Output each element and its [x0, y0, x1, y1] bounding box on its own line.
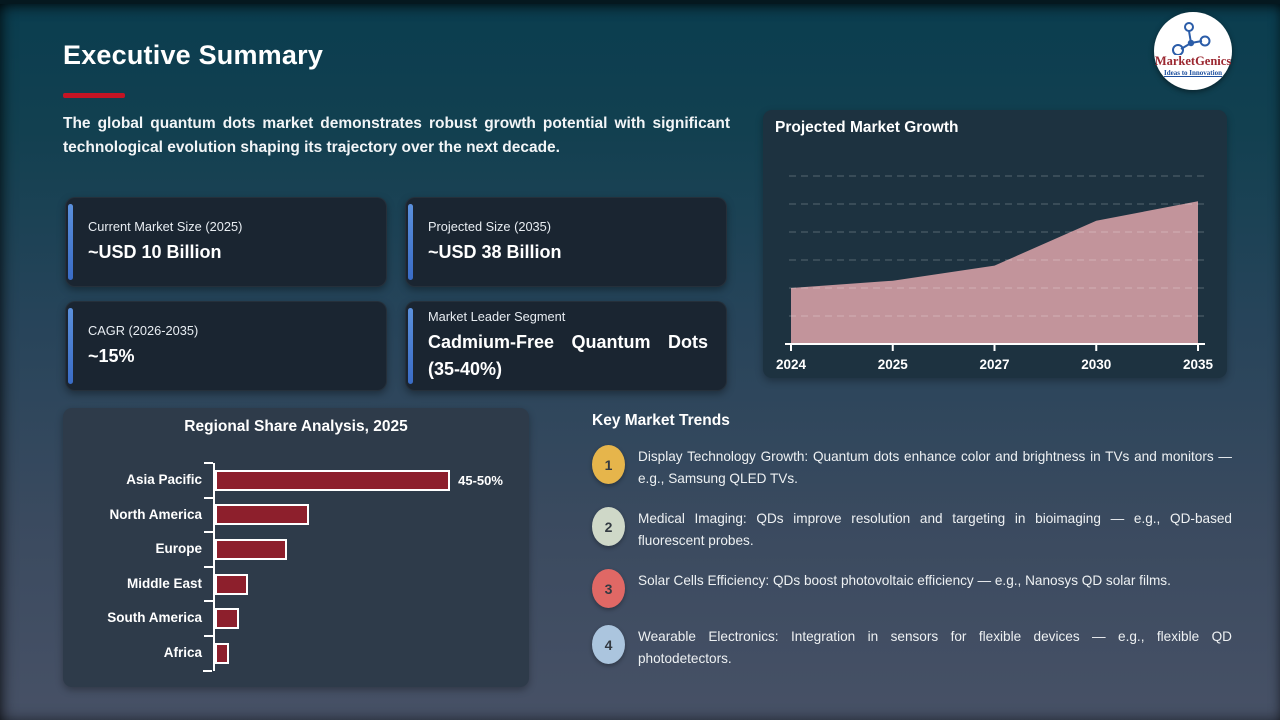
- bar-row: Africa: [63, 634, 529, 671]
- category-label: Africa: [163, 644, 202, 660]
- trend-text: Display Technology Growth: Quantum dots …: [638, 449, 1232, 486]
- category-label: North America: [109, 506, 202, 522]
- logo-tagline: Ideas to Innovation: [1164, 69, 1222, 77]
- bar-track: [204, 531, 529, 567]
- bar-track: [204, 496, 529, 533]
- stat-label: CAGR (2026-2035): [88, 322, 199, 338]
- trend-number-badge: 2: [592, 507, 625, 546]
- bar-row: Asia Pacific 45-50%: [63, 462, 529, 498]
- trend-item-wearable-electronics: 4 Wearable Electronics: Integration in s…: [592, 625, 1232, 670]
- bar-track: [204, 600, 529, 636]
- trend-number-badge: 4: [592, 625, 625, 664]
- stat-label: Projected Size (2035): [428, 218, 552, 234]
- page-title: Executive Summary: [63, 40, 324, 70]
- regional-bar-chart: Asia Pacific 45-50% North America Europe Mid…: [63, 462, 529, 672]
- regional-chart-title: Regional Share Analysis, 2025: [184, 418, 408, 435]
- molecule-icon: [1172, 22, 1211, 55]
- stat-label: Market Leader Segment: [428, 309, 566, 324]
- trend-text: Medical Imaging: QDs improve resolution …: [638, 511, 1232, 548]
- stat-value: ~USD 38 Billion: [428, 241, 562, 262]
- stat-label: Current Market Size (2025): [88, 218, 243, 234]
- category-label: Europe: [155, 541, 202, 557]
- marketgenics-logo: MarketGenics Ideas to Innovation: [1154, 12, 1232, 90]
- key-market-trends-section: Key Market Trends 1 Display Technology G…: [592, 412, 1232, 687]
- bar: [215, 608, 240, 630]
- bar-track: 45-50%: [204, 462, 529, 498]
- bar: [215, 642, 229, 664]
- trend-item-display-technology: 1 Display Technology Growth: Quantum dot…: [592, 445, 1232, 490]
- stat-card-cagr: CAGR (2026-2035) ~15%: [65, 301, 387, 391]
- trends-heading: Key Market Trends: [592, 412, 730, 429]
- bar-track: [204, 565, 529, 602]
- stat-card-projected-size: Projected Size (2035) ~USD 38 Billion: [405, 197, 727, 287]
- category-label: Middle East: [126, 575, 202, 591]
- projected-market-growth-panel: 2024 2025 2027 2030 2035 Projected Market Gr…: [763, 110, 1227, 378]
- x-tick-label: 2024: [776, 357, 807, 372]
- x-tick-label: 2030: [1081, 357, 1111, 372]
- top-edge-divider: [0, 0, 1280, 4]
- x-tick-label: 2035: [1183, 357, 1214, 372]
- bar-row: Europe: [63, 531, 529, 567]
- category-label: South America: [107, 610, 202, 626]
- trend-text: Solar Cells Efficiency: QDs boost photov…: [638, 573, 1171, 588]
- trend-number-badge: 1: [592, 445, 625, 484]
- growth-chart-title: Projected Market Growth: [775, 119, 959, 136]
- stat-value: ~USD 10 Billion: [88, 241, 222, 262]
- area-series: [791, 201, 1198, 344]
- title-underline: [63, 93, 125, 98]
- stat-value: Cadmium-Free Quantum Dots (35-40%): [428, 332, 708, 379]
- logo-name: MarketGenics: [1154, 54, 1232, 68]
- growth-area-chart: 2024 2025 2027 2030 2035: [776, 175, 1214, 372]
- trend-item-medical-imaging: 2 Medical Imaging: QDs improve resolutio…: [592, 507, 1232, 552]
- trend-item-solar-cells: 3 Solar Cells Efficiency: QDs boost phot…: [592, 569, 1232, 608]
- category-label: Asia Pacific: [126, 472, 202, 487]
- stat-card-market-leader-segment: Market Leader Segment Cadmium-Free Quant…: [405, 301, 727, 391]
- intro-paragraph: The global quantum dots market demonstra…: [63, 115, 730, 156]
- trend-number-badge: 3: [592, 569, 625, 608]
- bar-row: Middle East: [63, 565, 529, 602]
- bar: [215, 573, 249, 595]
- bar: [215, 504, 310, 526]
- bar-row: South America: [63, 600, 529, 636]
- stat-value: ~15%: [88, 345, 135, 366]
- stat-card-current-market-size: Current Market Size (2025) ~USD 10 Billi…: [65, 197, 387, 287]
- regional-share-panel: Regional Share Analysis, 2025 Asia Pacif…: [63, 408, 529, 687]
- bar-row: North America: [63, 496, 529, 533]
- bar: [215, 538, 287, 560]
- x-tick-label: 2027: [979, 357, 1009, 372]
- bar-value-label: 45-50%: [458, 472, 503, 488]
- trend-text: Wearable Electronics: Integration in sen…: [638, 629, 1232, 666]
- bar-track: [204, 634, 529, 671]
- x-tick-label: 2025: [878, 357, 909, 372]
- bar: [215, 469, 451, 491]
